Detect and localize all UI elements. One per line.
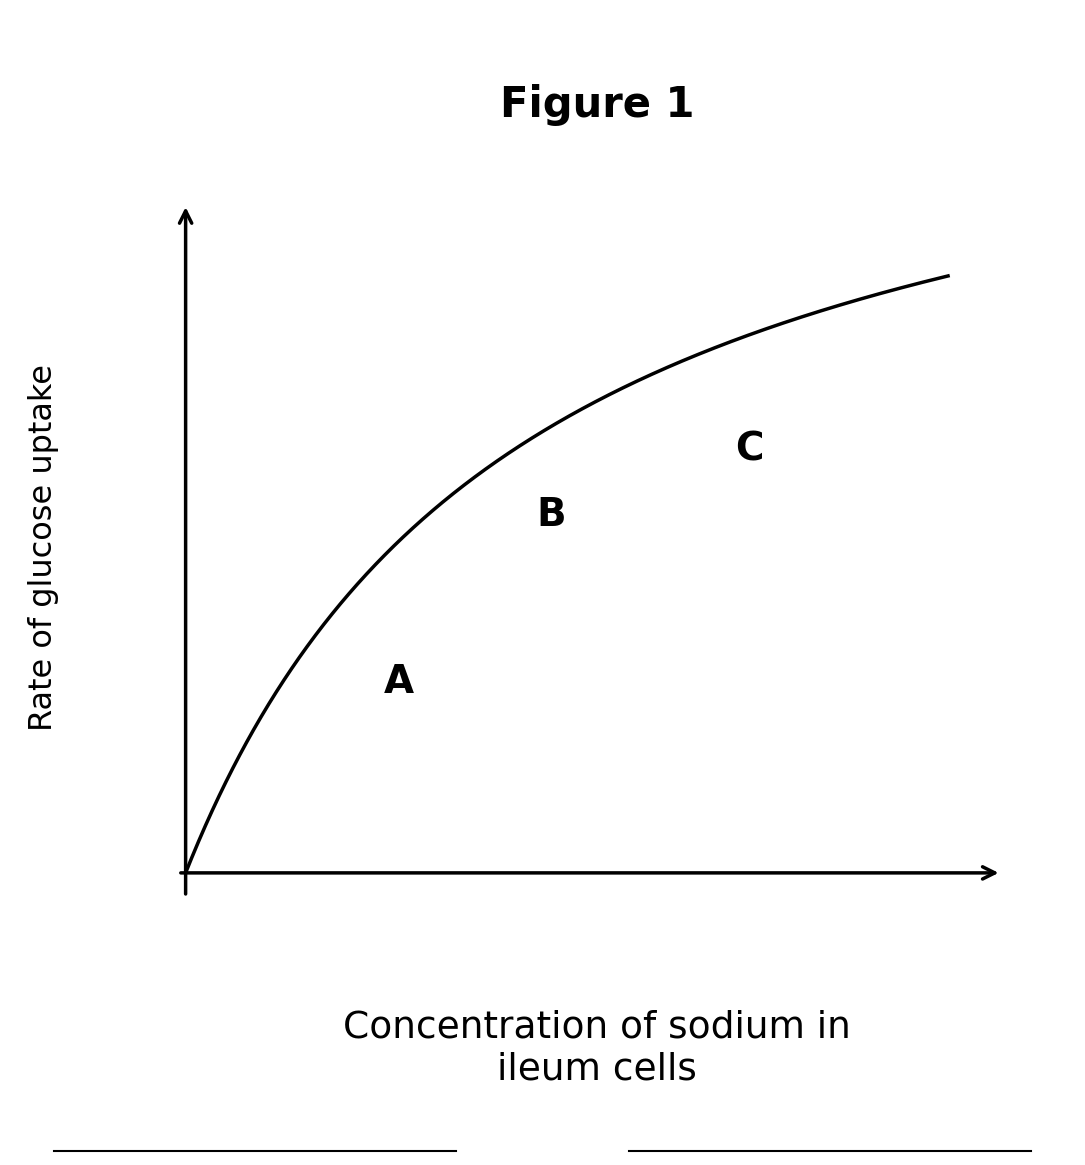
Text: A: A — [384, 663, 414, 701]
Text: Rate of glucose uptake: Rate of glucose uptake — [28, 363, 59, 732]
Text: C: C — [736, 430, 764, 468]
Text: Concentration of sodium in
ileum cells: Concentration of sodium in ileum cells — [343, 1010, 851, 1087]
Text: Figure 1: Figure 1 — [499, 84, 694, 126]
Text: B: B — [537, 496, 566, 534]
